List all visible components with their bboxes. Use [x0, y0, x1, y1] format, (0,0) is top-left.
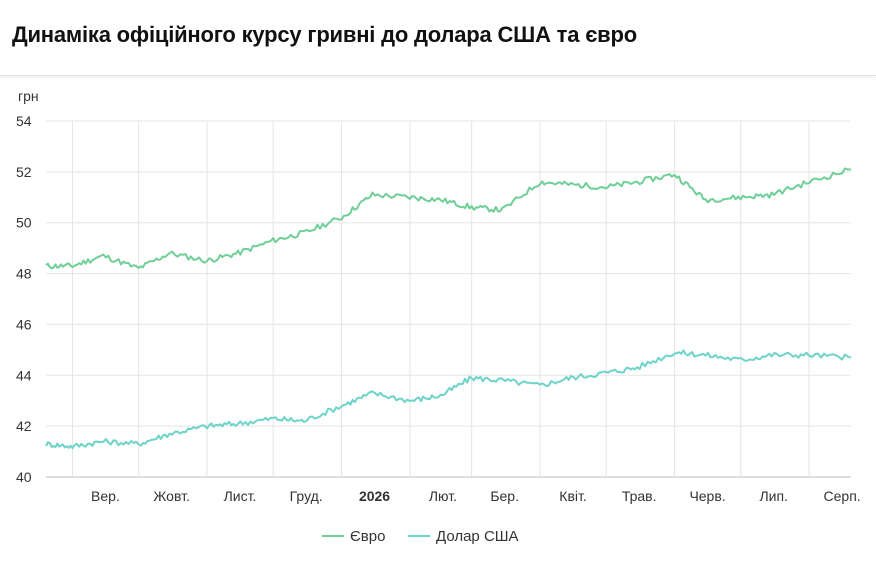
grid-lines — [46, 120, 851, 478]
x-axis-ticks: Вер. Жовт. Лист. Груд. 2026 Лют. Бер. Квіт. Трав… — [91, 488, 861, 504]
y-axis-unit-label: грн — [18, 88, 39, 104]
x-tick-label: Черв. — [689, 488, 725, 504]
x-tick-label: Лип. — [759, 488, 787, 504]
x-tick-label: Вер. — [91, 488, 120, 504]
x-tick-label: Трав. — [622, 488, 657, 504]
y-tick-label: 46 — [16, 316, 32, 332]
page-title: Динаміка офіційного курсу гривні до дола… — [12, 22, 637, 47]
y-tick-label: 50 — [16, 215, 32, 231]
y-tick-label: 42 — [16, 418, 32, 434]
y-axis-ticks: 40 42 44 46 48 50 52 54 — [16, 113, 32, 485]
x-tick-label: 2026 — [359, 488, 390, 504]
legend-item-euro[interactable]: Євро — [350, 528, 385, 545]
x-tick-label: Жовт. — [153, 488, 189, 504]
y-tick-label: 52 — [16, 164, 32, 180]
x-tick-label: Серп. — [824, 488, 861, 504]
watermark-logo-icon — [2, 556, 42, 564]
y-tick-label: 40 — [16, 469, 32, 485]
y-tick-label: 54 — [16, 113, 32, 129]
x-tick-label: Лист. — [224, 488, 257, 504]
series-line-euro — [45, 167, 852, 270]
legend[interactable]: Євро Долар США — [322, 528, 519, 545]
chart-header: Динаміка офіційного курсу гривні до дола… — [0, 0, 876, 76]
x-tick-label: Квіт. — [559, 488, 586, 504]
legend-item-usd[interactable]: Долар США — [436, 528, 519, 545]
x-tick-label: Груд. — [290, 488, 323, 504]
x-tick-label: Лют. — [429, 488, 457, 504]
series-line-usd — [45, 349, 852, 450]
y-tick-label: 44 — [16, 367, 32, 383]
x-tick-label: Бер. — [490, 488, 519, 504]
line-chart: грн 40 42 44 46 48 50 52 54 Вер. Жовт. Лист. Груд.… — [16, 88, 861, 545]
series-lines — [45, 167, 852, 450]
y-tick-label: 48 — [16, 266, 32, 282]
